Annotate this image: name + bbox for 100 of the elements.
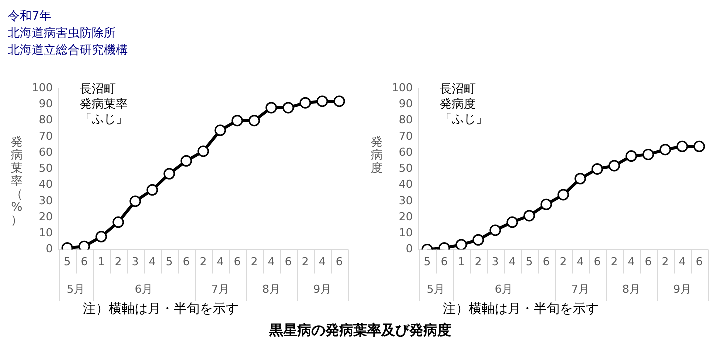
point xyxy=(626,150,638,162)
x-tick-label: 2 xyxy=(302,255,309,268)
x-tick-label: 6 xyxy=(440,255,448,268)
x-tick-label: 4 xyxy=(268,255,275,268)
x-tick-label: 1 xyxy=(98,255,105,268)
chart-title: 長沼町 xyxy=(80,82,117,97)
x-tick-label: 2 xyxy=(662,255,669,268)
text: 北海道病害虫防除所 xyxy=(8,25,117,42)
x-tick-label: 4 xyxy=(679,255,686,268)
x-tick-label: 6 xyxy=(543,255,550,268)
text: 発病度 xyxy=(440,97,477,112)
point xyxy=(266,102,278,114)
point xyxy=(676,140,688,152)
point xyxy=(130,196,142,208)
point xyxy=(694,140,706,152)
x-tick-label: 3 xyxy=(492,255,499,268)
point xyxy=(524,210,536,222)
y-tick-label: 0 xyxy=(46,242,53,256)
y-tick-label: 10 xyxy=(38,226,53,240)
point xyxy=(180,155,192,167)
text: 7月 xyxy=(212,282,230,296)
x-tick-label: 2 xyxy=(474,255,482,268)
point xyxy=(642,148,654,160)
x-tick-label: 4 xyxy=(148,255,156,268)
point xyxy=(660,144,672,156)
x-tick-label: 6 xyxy=(234,255,241,268)
x-tick-label: 5 xyxy=(526,255,533,268)
x-tick-label: 6 xyxy=(285,255,292,268)
annotation: 「ふじ」 xyxy=(80,112,128,127)
x-tick-label: 4 xyxy=(217,255,224,268)
y-axis-title: 発病度 xyxy=(370,135,384,175)
point xyxy=(472,234,484,246)
x-tick-label: 6 xyxy=(696,255,703,268)
y-axis-title: 発病葉率（%） xyxy=(10,135,24,227)
y-tick-label: 70 xyxy=(38,130,53,143)
y-tick-label: 100 xyxy=(392,81,413,94)
x-tick-label: 4 xyxy=(508,255,516,268)
point xyxy=(300,97,312,109)
y-tick-label: 50 xyxy=(38,162,53,176)
y-tick-label: 80 xyxy=(398,114,413,127)
y-tick-label: 20 xyxy=(398,210,413,224)
point xyxy=(456,239,468,250)
x-tick-label: 2 xyxy=(114,255,122,268)
point xyxy=(248,115,260,127)
y-tick-label: 60 xyxy=(398,146,413,159)
point xyxy=(164,168,176,180)
text: 発病葉率 xyxy=(80,97,128,112)
x-tick-label: 5 xyxy=(424,255,431,268)
text: 5月 xyxy=(426,282,445,296)
x-tick-label: 1 xyxy=(458,255,465,268)
text: 令和7年 xyxy=(8,8,53,25)
y-tick-label: 80 xyxy=(38,114,53,127)
point xyxy=(574,173,586,185)
point xyxy=(232,115,244,127)
point xyxy=(558,189,570,201)
y-tick-label: 90 xyxy=(38,98,53,111)
text: 9月 xyxy=(314,282,332,296)
x-tick-label: 2 xyxy=(200,255,207,268)
y-tick-label: 0 xyxy=(406,242,413,256)
point xyxy=(540,198,552,210)
y-tick-label: 40 xyxy=(398,178,413,192)
x-tick-label: 2 xyxy=(560,255,567,268)
x-tick-label: 3 xyxy=(132,255,139,268)
text: 9月 xyxy=(674,282,692,296)
x-tick-label: 5 xyxy=(166,255,173,268)
point xyxy=(506,216,518,228)
y-tick-label: 100 xyxy=(32,81,53,94)
text: 注）横軸は月・半旬を示す xyxy=(83,301,239,318)
x-tick-label: 4 xyxy=(628,255,635,268)
text: 北海道立総合研究機構 xyxy=(8,42,128,59)
point xyxy=(592,163,604,175)
x-tick-label: 2 xyxy=(611,255,618,268)
point xyxy=(282,102,294,114)
point xyxy=(96,231,108,243)
text: 8月 xyxy=(622,282,640,296)
x-tick-label: 6 xyxy=(336,255,343,268)
y-tick-label: 60 xyxy=(38,146,53,159)
text: 6月 xyxy=(134,282,153,296)
x-tick-label: 6 xyxy=(594,255,601,268)
y-tick-label: 30 xyxy=(38,194,53,208)
y-tick-label: 10 xyxy=(398,226,413,240)
x-tick-label: 2 xyxy=(251,255,258,268)
text: 黒星病の発病葉率及び発病度 xyxy=(268,322,452,340)
annotation: 「ふじ」 xyxy=(440,112,488,127)
text: 注）横軸は月・半旬を示す xyxy=(443,301,599,318)
text: 6月 xyxy=(494,282,513,296)
chart-title: 長沼町 xyxy=(440,82,477,97)
y-tick-label: 20 xyxy=(38,210,53,224)
x-tick-label: 5 xyxy=(64,255,71,268)
y-tick-label: 50 xyxy=(398,162,413,176)
text: 7月 xyxy=(572,282,590,296)
x-tick-label: 6 xyxy=(80,255,88,268)
point xyxy=(334,96,346,108)
y-tick-label: 30 xyxy=(398,194,413,208)
x-tick-label: 4 xyxy=(577,255,584,268)
y-tick-label: 90 xyxy=(398,98,413,111)
x-tick-label: 4 xyxy=(319,255,326,268)
point xyxy=(78,240,90,250)
point xyxy=(316,96,328,108)
point xyxy=(146,184,158,196)
